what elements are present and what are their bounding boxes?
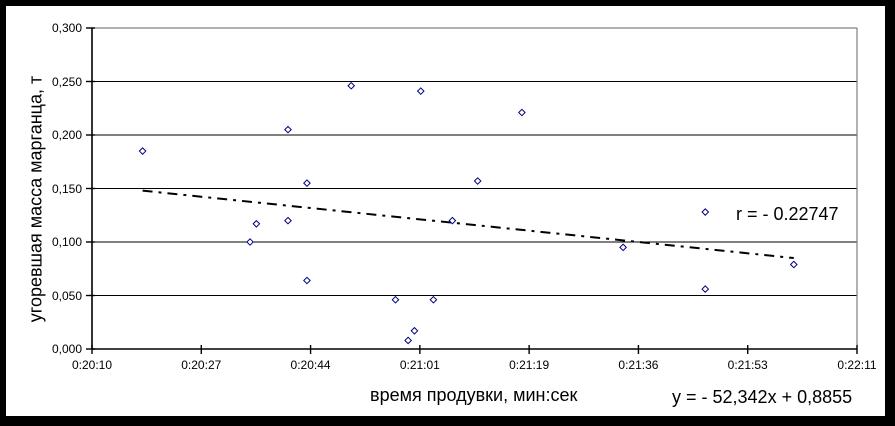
trendline — [142, 189, 794, 260]
y-tick-label: 0,100 — [51, 235, 82, 249]
y-tick-label: 0,150 — [51, 181, 82, 196]
chart-canvas: 0,300 0,250 0,200 0,150 0,100 0,050 0,000 0:20… — [6, 6, 885, 416]
y-tick-label: 0,050 — [51, 288, 82, 303]
plot-area — [86, 27, 858, 354]
y-tick-label: 0,250 — [51, 74, 82, 89]
data-point-marker — [701, 285, 710, 293]
data-point-marker — [284, 216, 292, 225]
correlation-annotation: r = - 0.22747 — [736, 204, 839, 224]
data-point-marker — [429, 295, 438, 304]
data-point-marker — [404, 336, 413, 345]
x-tick-label: 0:20:10 — [71, 358, 113, 372]
data-point-marker — [518, 108, 526, 117]
x-tick-label: 0:21:01 — [399, 358, 440, 372]
data-point-marker — [416, 87, 425, 96]
trendline-equation: y = - 52,342x + 0,8855 — [672, 387, 853, 407]
data-point-marker — [252, 219, 261, 228]
x-tick-label: 0:22:11 — [837, 358, 877, 372]
data-point-marker — [347, 81, 356, 90]
x-tick-label: 0:20:44 — [290, 358, 331, 372]
data-point-marker — [138, 147, 147, 155]
x-tick-label: 0:21:19 — [509, 358, 550, 372]
x-tick-label: 0:20:27 — [181, 358, 222, 372]
y-tick-label: 0,300 — [51, 21, 82, 35]
y-tick-label: 0,000 — [51, 342, 82, 356]
data-point-marker — [619, 243, 627, 252]
y-axis-title: угоревшая масса марганца, т — [25, 75, 46, 323]
data-point-marker — [246, 238, 254, 246]
data-point-marker — [284, 125, 292, 134]
data-point-marker — [303, 276, 311, 285]
x-axis-title: время продувки, мин:сек — [370, 385, 578, 405]
x-tick-label: 0:21:53 — [727, 358, 768, 372]
data-point-marker — [448, 216, 457, 225]
data-point-marker — [789, 260, 798, 269]
data-point-marker — [473, 177, 482, 185]
y-tick-label: 0,200 — [51, 128, 82, 142]
data-point-marker — [410, 326, 419, 335]
data-point-marker — [701, 208, 710, 216]
data-point-marker — [303, 179, 311, 188]
x-tick-label: 0:21:36 — [618, 358, 659, 372]
data-point-marker — [391, 295, 400, 304]
